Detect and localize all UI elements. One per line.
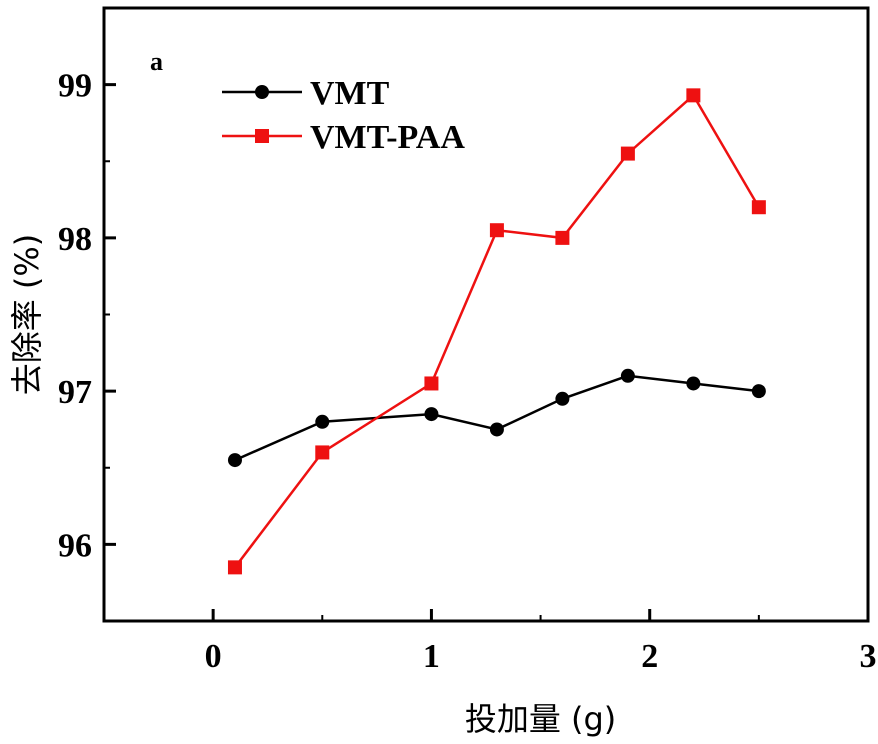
data-point-vmt-paa [489,223,504,238]
data-point-vmt [555,391,570,406]
data-point-vmt [751,384,766,399]
plot-frame [102,6,870,623]
x-tick-label: 2 [641,638,658,675]
x-tick-label: 1 [423,638,440,675]
data-point-vmt [424,407,439,422]
data-point-vmt-paa [424,376,439,391]
axes [102,6,870,623]
legend: VMT VMT-PAA [222,75,465,156]
series-line-vmt-paa [233,93,760,569]
data-point-vmt [489,422,504,437]
y-tick-label: 96 [58,527,92,564]
data-point-vmt-paa [315,445,330,460]
plot-area [227,88,766,575]
data-point-vmt-paa [555,230,570,245]
data-point-vmt [620,368,635,383]
y-tick-label: 97 [58,374,92,411]
y-axis-ticks: 96 97 98 99 [58,7,116,622]
y-tick-label: 99 [58,68,92,105]
legend-marker [255,129,269,143]
data-point-vmt-paa [227,560,242,575]
series-line-vmt [234,374,760,462]
data-point-vmt-paa [686,88,701,103]
data-point-vmt [686,376,701,391]
data-point-vmt [227,453,242,468]
legend-label: VMT-PAA [310,119,465,156]
legend-marker [255,85,269,99]
legend-label: VMT [310,75,390,112]
data-point-vmt-paa [751,200,766,215]
x-tick-label: 0 [205,638,222,675]
y-tick-label: 98 [58,221,92,258]
data-point-vmt-paa [620,146,635,161]
panel-label: a [150,47,163,76]
y-axis-title: 去除率 (%) [8,234,46,396]
x-tick-label: 3 [860,638,877,675]
x-axis-title: 投加量 (g) [465,700,616,738]
x-axis-ticks: 0 1 2 3 [103,609,877,675]
data-point-vmt [315,414,330,429]
